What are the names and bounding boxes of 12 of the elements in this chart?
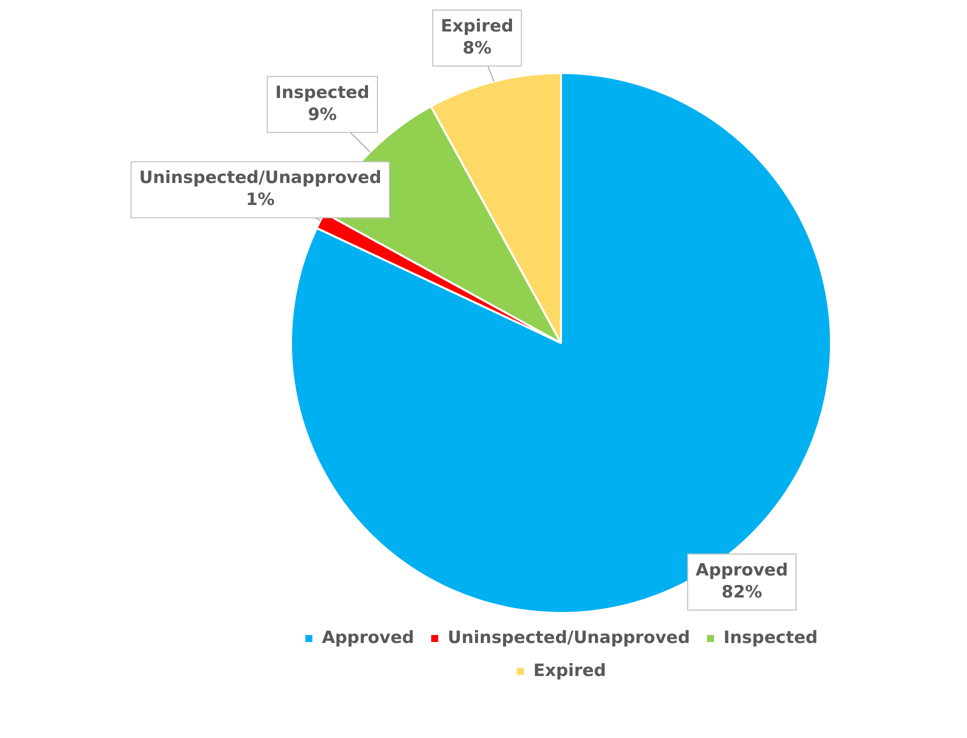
- slice-label: Expired: [440, 16, 514, 36]
- legend-label: Expired: [533, 660, 606, 681]
- data-label: 9%: [308, 104, 337, 125]
- legend-label: Uninspected/Unapproved: [448, 628, 690, 648]
- slice-label: Uninspected/Unapproved: [139, 168, 382, 188]
- slice-label: Inspected: [275, 82, 370, 103]
- legend-label: Inspected: [724, 628, 818, 648]
- data-label: 82%: [721, 582, 762, 602]
- data-label: 8%: [462, 38, 492, 58]
- data-label: 1%: [246, 190, 275, 210]
- legend-label: Approved: [322, 628, 414, 648]
- slice-label: Approved: [696, 560, 788, 580]
